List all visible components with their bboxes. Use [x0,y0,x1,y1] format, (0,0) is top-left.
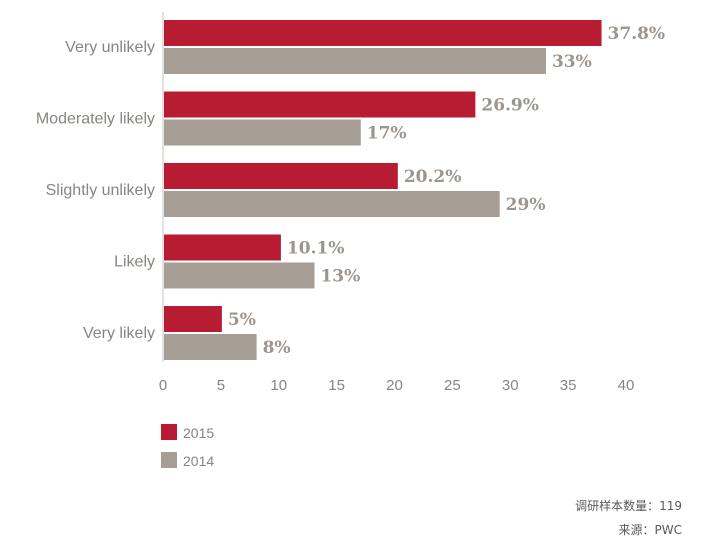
x-tick-label: 35 [560,377,577,394]
x-tick-label: 40 [618,377,635,394]
value-label: 13% [320,267,360,287]
bar-2014 [164,191,500,217]
x-tick-label: 30 [502,377,519,394]
legend: 2015 2014 [161,424,214,469]
bar-2015 [164,91,476,118]
category-label: Slightly unlikely [46,182,155,199]
bar-2015 [164,163,398,189]
x-tick-label: 5 [217,377,225,394]
category-label: Very likely [83,325,155,342]
legend-swatch-2014 [161,452,177,468]
category-labels: Very unlikely Moderately likely Slightly u… [36,39,155,342]
x-tick-label: 25 [444,377,461,394]
bar-2015 [164,20,602,46]
value-label: 8% [263,338,291,358]
legend-label: 2015 [183,425,214,441]
bar-2014 [164,334,257,360]
sample-size-note: 调研样本数量：119 [575,499,682,513]
x-tick-label: 10 [270,377,287,394]
legend-swatch-2015 [161,424,177,440]
bar-2015 [164,234,281,261]
value-label: 29% [506,195,546,215]
category-label: Likely [114,254,155,271]
value-label: 33% [552,52,592,72]
x-tick-label: 0 [159,377,167,394]
x-tick-label: 20 [386,377,403,394]
value-label: 5% [228,310,256,330]
category-label: Moderately likely [36,111,155,128]
bars-layer: 37.8% 33% 26.9% 17% 20.2% 29% 10.1% 13% 5% 8% [164,20,665,360]
bar-2014 [164,262,315,289]
bar-2014 [164,119,361,146]
category-label: Very unlikely [65,39,155,56]
value-label: 10.1% [287,239,345,259]
bar-2015 [164,306,222,332]
x-axis-ticks: 0 5 10 15 20 25 30 35 40 [159,377,635,394]
bar-2014 [164,48,546,74]
x-tick-label: 15 [328,377,345,394]
value-label: 20.2% [404,167,462,187]
value-label: 17% [367,124,407,144]
value-label: 26.9% [481,96,539,116]
legend-label: 2014 [183,453,214,469]
source-note: 来源：PWC [618,523,682,537]
value-label: 37.8% [608,24,666,44]
